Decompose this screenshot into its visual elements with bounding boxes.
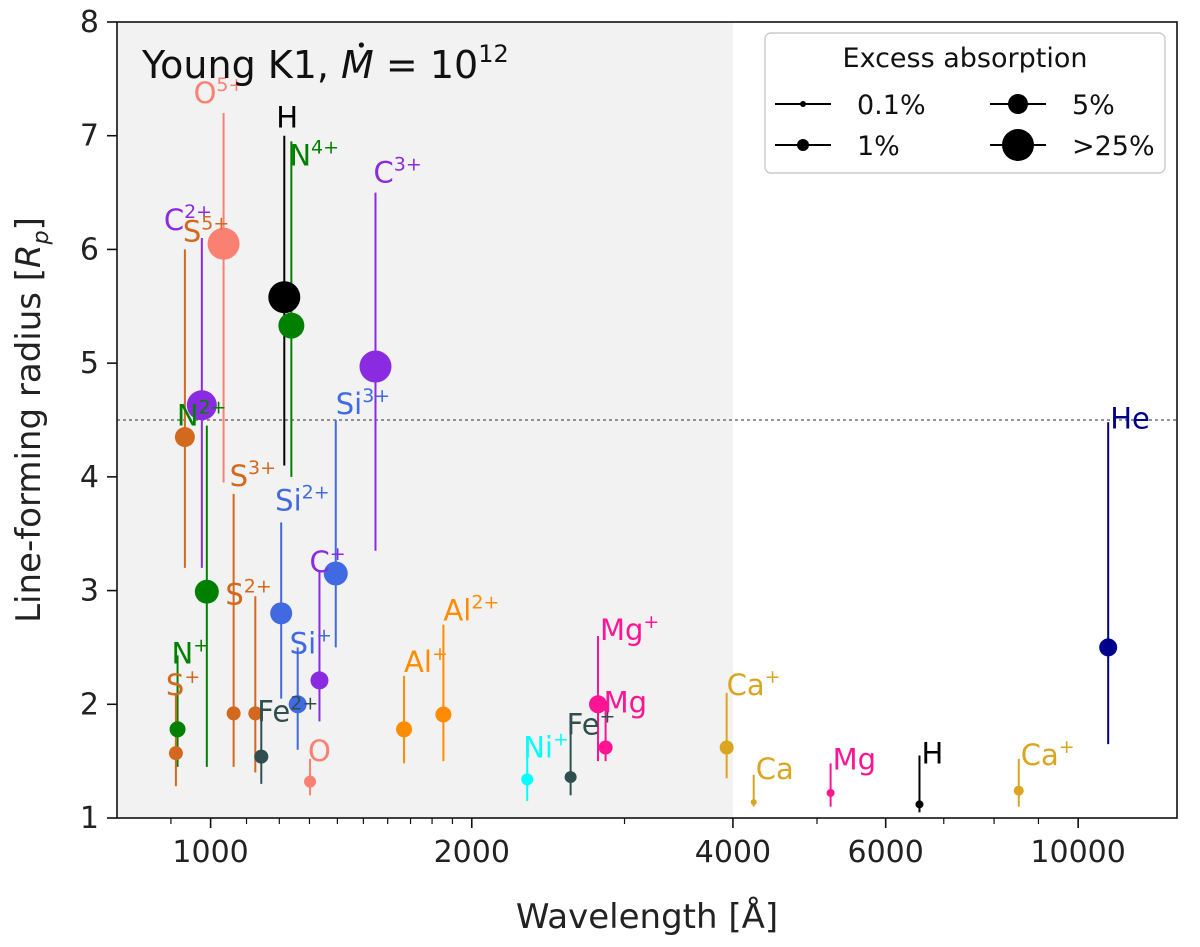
x-tick-label: 1000: [172, 835, 248, 870]
data-point: [304, 775, 317, 788]
ion-label: Al+: [404, 643, 448, 679]
ion-label: H: [921, 736, 943, 770]
ion-label: Mg+: [600, 611, 659, 647]
x-tick-label: 6000: [848, 835, 924, 870]
data-point: [719, 740, 734, 755]
ion-label: S2+: [225, 575, 271, 611]
legend-label: 1%: [857, 131, 900, 162]
x-axis-label: Wavelength [Å]: [516, 896, 778, 937]
y-tick-label: 6: [80, 232, 99, 267]
ion-label: Ca: [756, 752, 794, 786]
legend-marker: [1002, 129, 1034, 161]
ion-label: N4+: [289, 136, 339, 172]
legend-label: >25%: [1072, 131, 1155, 162]
data-point: [168, 746, 183, 761]
ion-label: Si+: [290, 624, 332, 660]
data-point: [310, 671, 329, 690]
ion-labels-layer: O5+C2+S5+HN4+C3+N2+ Si3+S3+Si2+C+S2+Si+N+…: [164, 74, 1150, 786]
y-tick-label: 2: [80, 687, 99, 722]
legend: Excess absorption 0.1% 1% 5% >25%: [764, 32, 1166, 174]
ion-label: Fe+: [567, 706, 616, 742]
data-point: [359, 350, 392, 383]
data-point: [598, 740, 613, 755]
ion-label: S5+: [183, 212, 229, 248]
ion-label: Mg: [604, 685, 647, 719]
data-point: [1099, 638, 1118, 657]
data-point: [254, 749, 269, 764]
ion-label: Si2+: [275, 481, 329, 517]
axis-labels: Wavelength [Å] Line-forming radius [Rp]: [9, 217, 778, 937]
legend-title: Excess absorption: [843, 43, 1088, 74]
y-tick-label: 4: [80, 460, 99, 495]
data-point: [270, 602, 293, 625]
data-point: [268, 281, 301, 314]
ion-label: C+: [309, 543, 345, 579]
data-point: [826, 788, 835, 797]
y-tick-label: 7: [80, 119, 99, 154]
ion-label: Si3+: [336, 385, 390, 421]
title-dot: [358, 42, 364, 48]
data-point: [186, 390, 217, 421]
legend-marker: [1008, 94, 1028, 114]
y-tick-label: 3: [80, 574, 99, 609]
y-tick-label: 5: [80, 346, 99, 381]
data-point: [915, 800, 924, 809]
data-point: [288, 695, 307, 714]
legend-marker: [797, 139, 809, 151]
axes-layer: 1000 2000 4000 6000 10000 1 2 3 4 5 6 7 8: [80, 5, 1178, 870]
data-point: [248, 706, 263, 721]
ion-label: Ni+: [523, 728, 569, 764]
ion-label: Ca+: [1021, 736, 1075, 772]
ion-label: O: [308, 734, 331, 768]
legend-label: 5%: [1072, 90, 1115, 121]
data-point: [207, 227, 240, 260]
data-point: [278, 312, 305, 339]
data-point: [521, 773, 534, 786]
data-point: [750, 799, 757, 806]
data-point: [435, 706, 452, 723]
data-point: [1013, 785, 1024, 796]
legend-marker: [800, 101, 806, 107]
data-point: [169, 721, 186, 738]
ion-label: Mg: [833, 742, 876, 776]
ion-label: C2+: [164, 201, 212, 237]
x-tick-label: 4000: [695, 835, 771, 870]
ion-label: Ca+: [727, 666, 781, 702]
plot-frame: [116, 21, 1178, 819]
data-point: [588, 695, 607, 714]
data-point: [174, 427, 195, 448]
ion-label: S3+: [230, 457, 276, 493]
data-point: [194, 579, 219, 604]
ion-label: He: [1110, 401, 1150, 435]
ion-label: O5+: [194, 74, 245, 110]
ion-label: N2+: [177, 397, 227, 433]
ion-label: C3+: [373, 154, 421, 190]
data-point: [564, 771, 577, 784]
x-tick-label: 2000: [434, 835, 510, 870]
chart-title-text: Young K1, M = 1012: [141, 40, 509, 87]
chart-title: Young K1, M = 1012: [141, 40, 509, 87]
ion-label: N+: [172, 634, 210, 670]
points-layer: [168, 227, 1118, 809]
ion-label: Al2+: [443, 592, 499, 628]
y-axis-label: Line-forming radius [Rp]: [9, 217, 54, 623]
ion-label: Fe2+: [257, 693, 318, 729]
data-point: [323, 561, 348, 586]
y-tick-label: 8: [80, 5, 99, 40]
ion-label: S+: [166, 666, 200, 702]
data-point: [396, 721, 413, 738]
y-tick-label: 1: [80, 801, 99, 836]
x-tick-label: 10000: [1030, 835, 1125, 870]
data-point: [226, 706, 241, 721]
legend-label: 0.1%: [857, 90, 926, 121]
ion-label: H: [276, 101, 298, 135]
legend-box: [764, 32, 1166, 174]
